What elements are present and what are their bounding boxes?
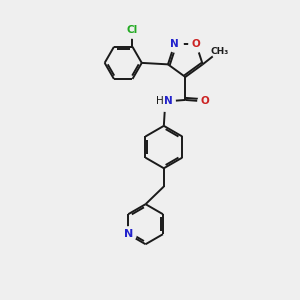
Text: O: O (201, 96, 210, 106)
Text: O: O (192, 39, 200, 49)
Text: CH₃: CH₃ (210, 47, 228, 56)
Text: N: N (124, 229, 133, 239)
Text: N: N (164, 96, 172, 106)
Text: H: H (156, 96, 164, 106)
Text: N: N (170, 39, 179, 49)
Text: Cl: Cl (127, 25, 138, 35)
